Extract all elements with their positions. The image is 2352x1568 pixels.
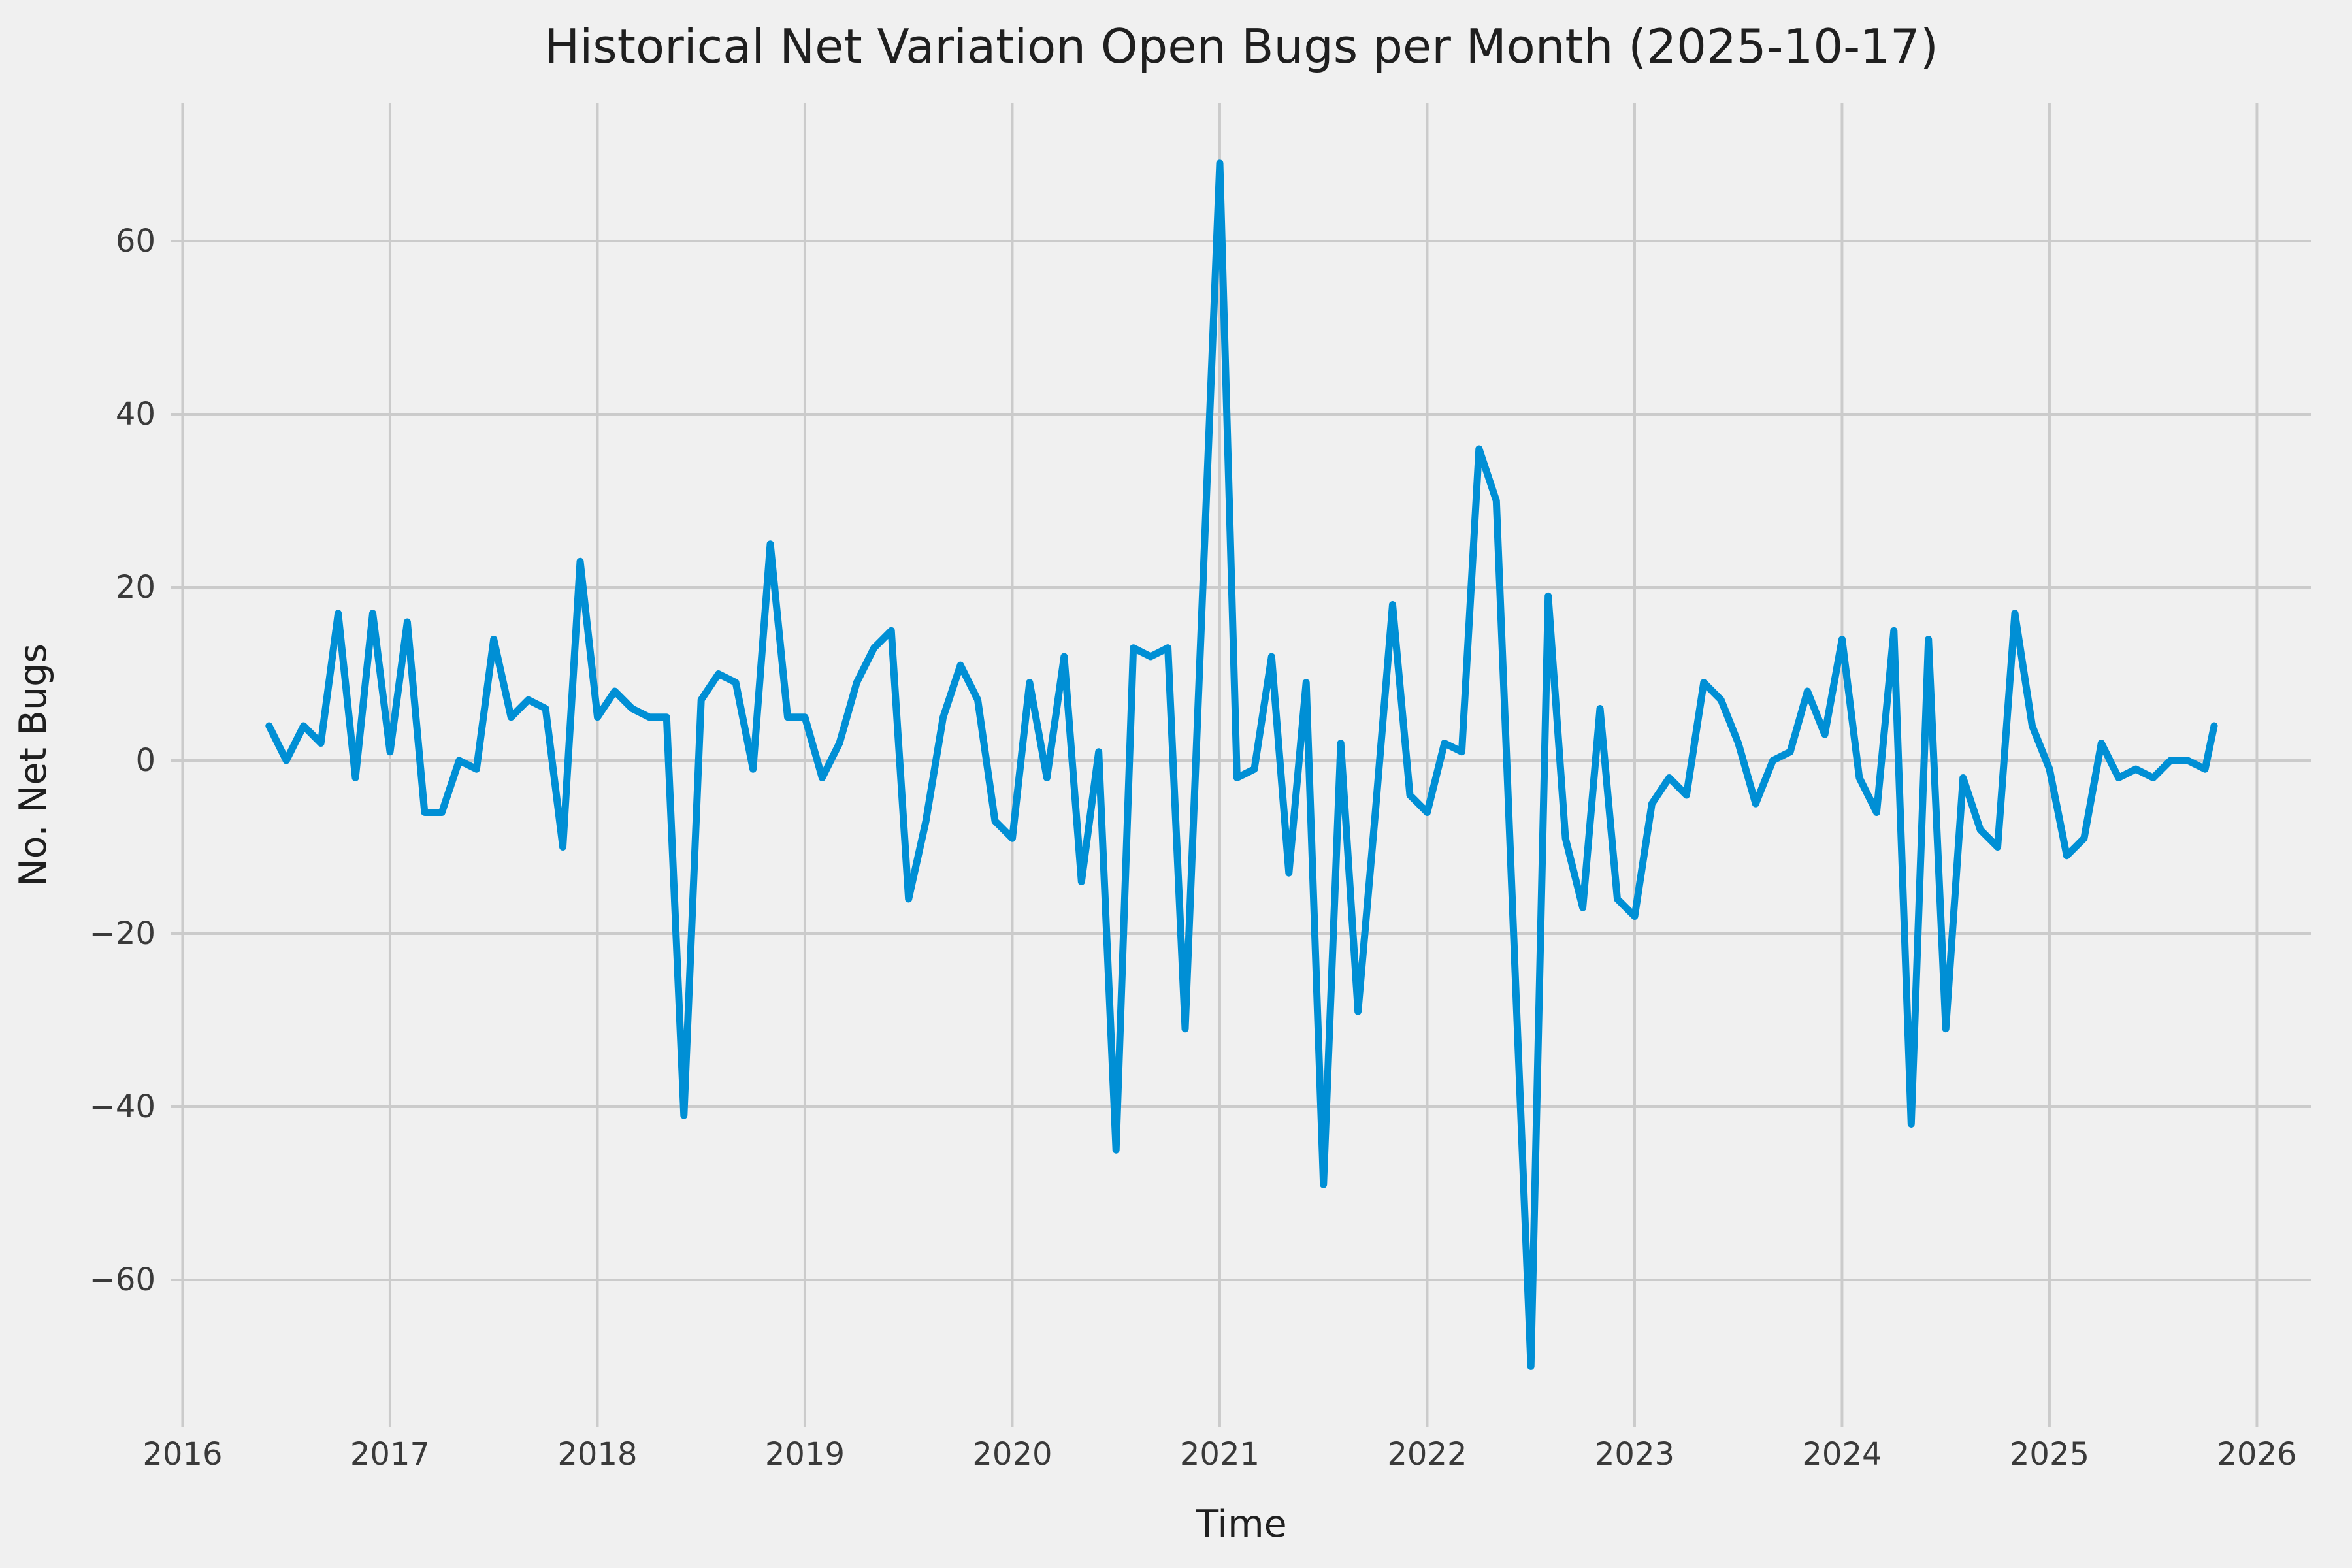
y-tick-label: −40 bbox=[90, 1088, 155, 1125]
y-tick-label: −20 bbox=[90, 915, 155, 952]
horizontal-gridlines bbox=[171, 239, 2311, 1282]
data-line bbox=[265, 159, 2218, 1370]
vertical-gridlines bbox=[181, 103, 2259, 1427]
x-axis-label: Time bbox=[1195, 1503, 1287, 1546]
x-tick-label: 2016 bbox=[142, 1436, 222, 1473]
y-axis-tick-labels: −60 −40 −20 0 20 40 60 bbox=[90, 223, 155, 1298]
x-tick-label: 2020 bbox=[972, 1436, 1052, 1473]
x-tick-label: 2024 bbox=[1802, 1436, 1882, 1473]
x-tick-label: 2021 bbox=[1180, 1436, 1260, 1473]
x-tick-label: 2019 bbox=[765, 1436, 845, 1473]
series-net-open-bugs bbox=[265, 159, 2218, 1370]
x-tick-label: 2022 bbox=[1387, 1436, 1467, 1473]
y-tick-label: 0 bbox=[135, 742, 155, 779]
y-tick-label: 20 bbox=[116, 569, 155, 606]
x-tick-label: 2023 bbox=[1595, 1436, 1674, 1473]
y-axis-label: No. Net Bugs bbox=[12, 644, 55, 887]
y-tick-label: 40 bbox=[116, 396, 155, 433]
y-tick-label: −60 bbox=[90, 1262, 155, 1298]
x-tick-label: 2025 bbox=[2010, 1436, 2089, 1473]
y-tick-label: 60 bbox=[116, 223, 155, 259]
x-axis-tick-labels: 2016 2017 2018 2019 2020 2021 2022 2023 2024 2025… bbox=[142, 1436, 2296, 1473]
chart-title: Historical Net Variation Open Bugs per M… bbox=[544, 19, 1938, 74]
x-tick-label: 2017 bbox=[350, 1436, 430, 1473]
x-tick-label: 2018 bbox=[557, 1436, 637, 1473]
x-tick-label: 2026 bbox=[2217, 1436, 2296, 1473]
